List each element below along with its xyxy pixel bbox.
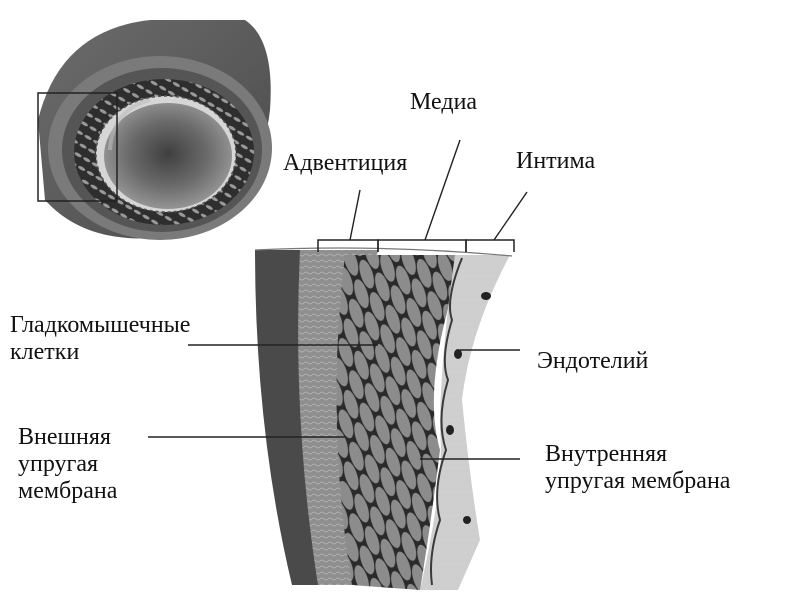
- label-external-elastic-line3: мембрана: [18, 478, 118, 504]
- wall-section: [254, 247, 513, 590]
- layer-brackets: [317, 239, 515, 252]
- label-internal-elastic: Внутренняя упругая мембрана: [545, 441, 730, 495]
- media-leader: [424, 139, 461, 241]
- vessel-cross-section: [38, 20, 272, 240]
- label-media: Медиа: [410, 89, 478, 115]
- adventitia-leader: [349, 189, 361, 241]
- leader-lines: [148, 139, 528, 460]
- label-endothelium: Эндотелий: [537, 348, 649, 374]
- label-smooth-muscle-line1: Гладкомышечные: [10, 312, 191, 338]
- intima-bracket: [465, 239, 515, 252]
- label-internal-elastic-line1: Внутренняя: [545, 441, 668, 467]
- label-smooth-muscle: Гладкомышечные клетки: [10, 312, 190, 366]
- label-external-elastic-line1: Внешняя: [18, 424, 111, 450]
- label-external-elastic-line2: упругая: [18, 451, 99, 477]
- label-adventitia: Адвентиция: [283, 150, 408, 176]
- zoom-box: [37, 92, 118, 202]
- label-intima: Интима: [516, 148, 596, 174]
- label-smooth-muscle-line2: клетки: [10, 339, 80, 365]
- intima-leader: [493, 191, 528, 241]
- label-external-elastic: Внешняя упругая мембрана: [18, 424, 117, 505]
- label-internal-elastic-line2: упругая мембрана: [545, 468, 731, 494]
